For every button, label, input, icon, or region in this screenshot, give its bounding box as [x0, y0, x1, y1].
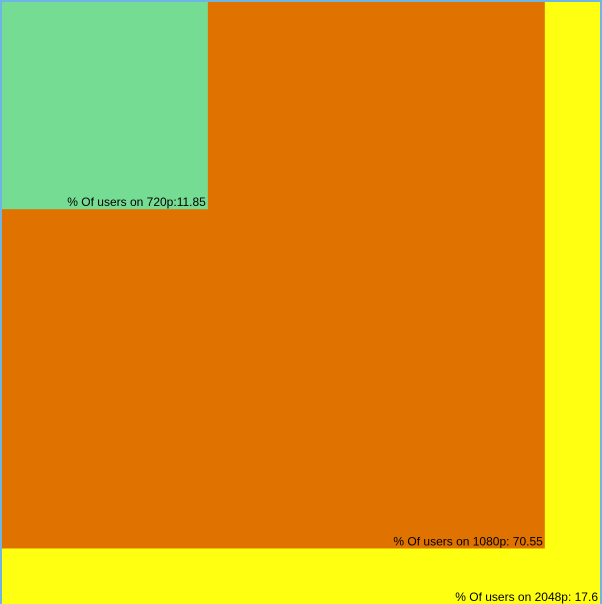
label-1080p: % Of users on 1080p: 70.55 [393, 534, 543, 548]
label-2048p: % Of users on 2048p: 17.6 [455, 590, 598, 604]
square-720p [2, 2, 208, 210]
label-720p: % Of users on 720p:11.85 [67, 195, 206, 209]
